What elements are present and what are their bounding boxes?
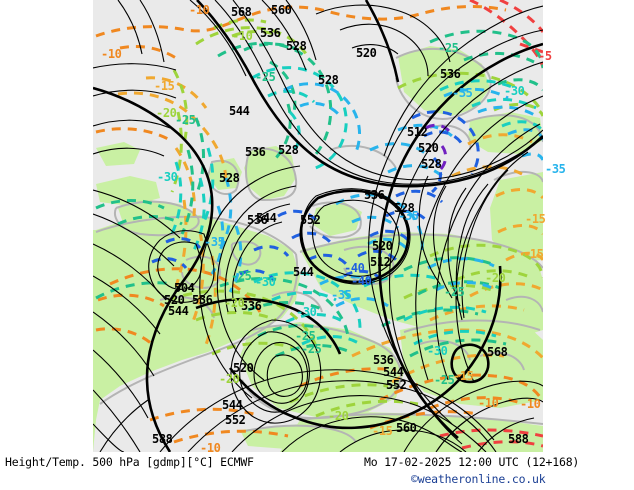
isotherm--20: [167, 18, 543, 418]
copyright-credit[interactable]: ©weatheronline.co.uk: [411, 472, 546, 486]
map-domain: [93, 0, 543, 452]
weather-map[interactable]: 568 560 536 528 520 536 528 544 512 536 528 520 528 5…: [0, 0, 634, 452]
height-contours-thin: [93, 0, 543, 452]
map-canvas: [93, 0, 543, 452]
height-contours-bold: [93, 0, 543, 452]
isotherm--5: [439, 0, 543, 450]
map-caption-validtime: Mo 17-02-2025 12:00 UTC (12+168): [364, 455, 580, 469]
map-footer: Height/Temp. 500 hPa [gdmp][°C] ECMWF Mo…: [0, 452, 634, 490]
map-caption-field: Height/Temp. 500 hPa [gdmp][°C] ECMWF: [5, 455, 254, 469]
isotherm--45: [425, 123, 454, 172]
